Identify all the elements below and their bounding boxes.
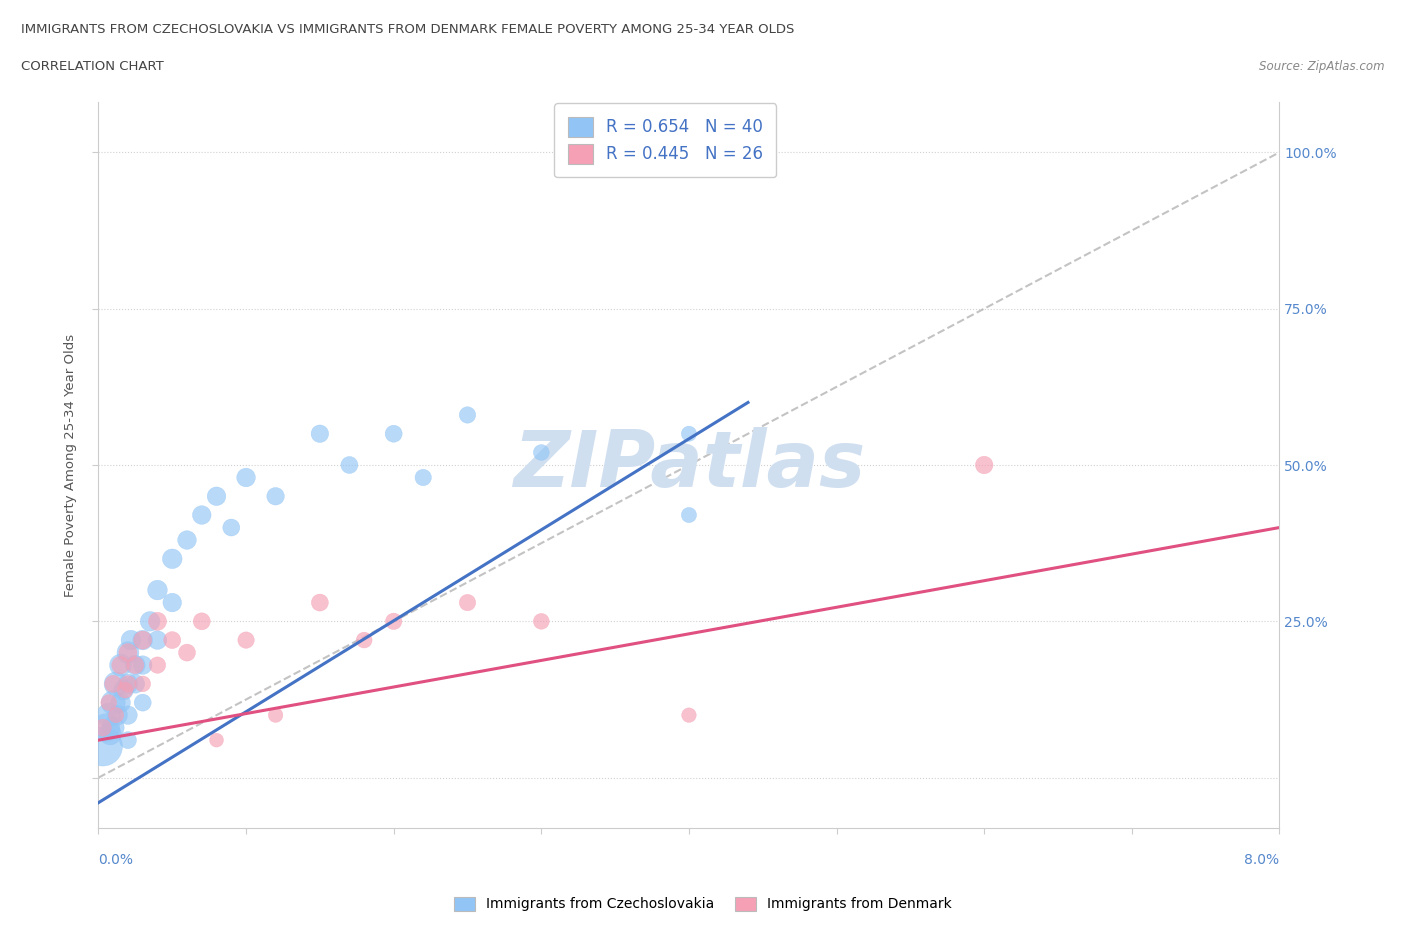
Legend: R = 0.654   N = 40, R = 0.445   N = 26: R = 0.654 N = 40, R = 0.445 N = 26 (554, 103, 776, 178)
Point (98, 726, 121, 741)
Point (219, 520, 242, 535)
Y-axis label: Female Poverty Among 25-34 Year Olds: Female Poverty Among 25-34 Year Olds (63, 334, 77, 596)
Point (117, 645, 139, 660)
Point (117, 733, 139, 748)
Point (103, 720, 125, 735)
Point (973, 458, 995, 472)
Point (120, 632, 142, 647)
Text: IMMIGRANTS FROM CZECHOSLOVAKIA VS IMMIGRANTS FROM DENMARK FEMALE POVERTY AMONG 2: IMMIGRANTS FROM CZECHOSLOVAKIA VS IMMIGR… (21, 23, 794, 36)
Point (132, 658, 155, 672)
Point (337, 458, 360, 472)
Point (176, 645, 198, 660)
Point (678, 426, 700, 441)
Point (112, 683, 135, 698)
Point (382, 426, 405, 441)
Point (530, 614, 553, 629)
Text: 0.0%: 0.0% (98, 853, 134, 867)
Point (110, 658, 132, 672)
Point (103, 676, 125, 691)
Point (530, 445, 553, 460)
Point (162, 595, 183, 610)
Text: CORRELATION CHART: CORRELATION CHART (21, 60, 165, 73)
Point (117, 676, 139, 691)
Point (110, 658, 132, 672)
Point (94, 720, 117, 735)
Point (117, 708, 139, 723)
Point (97, 708, 120, 723)
Point (110, 696, 132, 711)
Point (146, 632, 169, 647)
Point (382, 614, 405, 629)
Point (353, 632, 375, 647)
Point (146, 658, 169, 672)
Point (114, 683, 136, 698)
Point (205, 489, 228, 504)
Point (117, 676, 139, 691)
Point (117, 645, 139, 660)
Point (91, 720, 114, 735)
Point (132, 676, 155, 691)
Point (124, 676, 146, 691)
Text: Source: ZipAtlas.com: Source: ZipAtlas.com (1260, 60, 1385, 73)
Point (308, 595, 332, 610)
Point (176, 533, 198, 548)
Point (105, 676, 128, 691)
Point (456, 595, 478, 610)
Point (191, 614, 214, 629)
Point (162, 632, 183, 647)
Point (91, 739, 114, 754)
Point (132, 632, 155, 647)
Point (412, 470, 434, 485)
Point (264, 489, 287, 504)
Point (191, 508, 214, 523)
Point (132, 696, 155, 711)
Point (678, 508, 700, 523)
Point (678, 708, 700, 723)
Point (107, 708, 129, 723)
Point (146, 614, 169, 629)
Text: 8.0%: 8.0% (1244, 853, 1279, 867)
Point (162, 551, 183, 566)
Point (235, 470, 257, 485)
Point (105, 708, 128, 723)
Point (205, 733, 228, 748)
Point (124, 658, 146, 672)
Point (308, 426, 332, 441)
Text: ZIPatlas: ZIPatlas (513, 427, 865, 503)
Point (456, 407, 478, 422)
Legend: Immigrants from Czechoslovakia, Immigrants from Denmark: Immigrants from Czechoslovakia, Immigran… (447, 890, 959, 919)
Point (139, 614, 162, 629)
Point (132, 632, 155, 647)
Point (146, 582, 169, 597)
Point (235, 632, 257, 647)
Point (97, 696, 120, 711)
Point (103, 696, 125, 711)
Point (124, 658, 146, 672)
Point (264, 708, 287, 723)
